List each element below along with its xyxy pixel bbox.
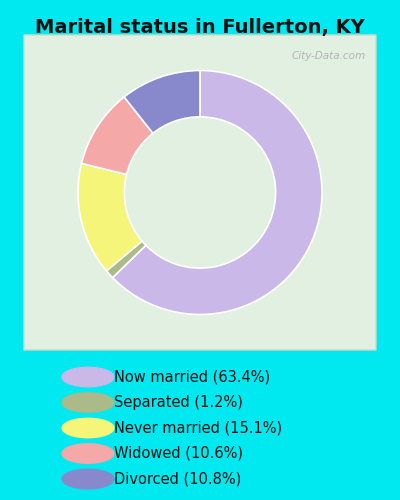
Text: Separated (1.2%): Separated (1.2%) bbox=[114, 395, 243, 410]
Wedge shape bbox=[78, 164, 142, 271]
Circle shape bbox=[62, 393, 114, 412]
Circle shape bbox=[62, 418, 114, 438]
Text: City-Data.com: City-Data.com bbox=[291, 51, 366, 61]
Wedge shape bbox=[82, 97, 153, 174]
Text: Now married (63.4%): Now married (63.4%) bbox=[114, 370, 270, 384]
Text: Marital status in Fullerton, KY: Marital status in Fullerton, KY bbox=[35, 18, 365, 36]
Circle shape bbox=[62, 469, 114, 489]
Wedge shape bbox=[113, 70, 322, 314]
Text: Never married (15.1%): Never married (15.1%) bbox=[114, 420, 282, 436]
Text: Divorced (10.8%): Divorced (10.8%) bbox=[114, 472, 241, 486]
FancyBboxPatch shape bbox=[24, 35, 376, 350]
Circle shape bbox=[62, 367, 114, 387]
Wedge shape bbox=[124, 70, 200, 134]
Wedge shape bbox=[106, 241, 146, 278]
Text: Widowed (10.6%): Widowed (10.6%) bbox=[114, 446, 243, 461]
Circle shape bbox=[62, 444, 114, 463]
